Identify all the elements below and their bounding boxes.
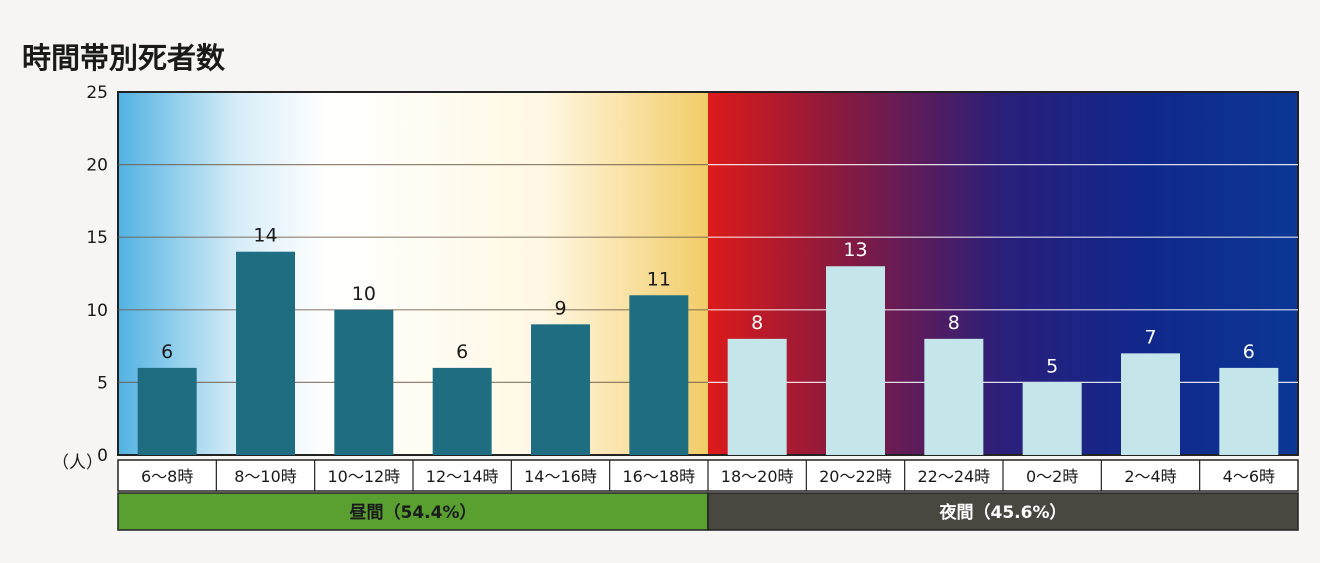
- data-label: 9: [554, 297, 566, 319]
- bar: [924, 338, 984, 455]
- y-tick-label: 20: [86, 156, 108, 176]
- x-tick-label: 10～12時: [327, 467, 400, 486]
- bar: [629, 295, 689, 455]
- bar: [137, 367, 197, 455]
- y-tick-label: 15: [86, 228, 108, 248]
- y-tick-label: 5: [97, 373, 108, 393]
- y-tick-label: 25: [86, 83, 108, 103]
- bar: [826, 266, 885, 455]
- data-label: 8: [751, 312, 763, 334]
- x-tick-label: 4～6時: [1223, 467, 1275, 486]
- data-label: 6: [1243, 341, 1255, 363]
- x-tick-label: 14～16時: [524, 467, 597, 486]
- x-tick-label: 20～22時: [819, 467, 892, 486]
- bar: [432, 367, 492, 455]
- data-label: 14: [253, 225, 277, 247]
- plot-background-night: [708, 92, 1298, 455]
- y-axis-unit: （人）: [52, 453, 103, 473]
- bar: [1219, 367, 1279, 455]
- bar: [727, 338, 787, 455]
- bar: [334, 309, 394, 455]
- data-label: 5: [1046, 355, 1058, 377]
- x-tick-label: 2～4時: [1124, 467, 1176, 486]
- group-label: 昼間（54.4%）: [350, 502, 477, 523]
- x-tick-label: 22～24時: [917, 467, 990, 486]
- x-tick-label: 0～2時: [1026, 467, 1078, 486]
- x-tick-label: 16～18時: [622, 467, 695, 486]
- group-label: 夜間（45.6%）: [939, 502, 1067, 523]
- bar: [236, 251, 295, 455]
- chart-title: 時間帯別死者数: [22, 41, 226, 75]
- plot-background-day: [118, 92, 708, 455]
- bar: [531, 324, 590, 455]
- bar: [1022, 382, 1082, 455]
- data-label: 8: [948, 312, 960, 334]
- x-tick-label: 8～10時: [234, 467, 297, 486]
- data-label: 11: [647, 268, 671, 290]
- y-tick-label: 0: [97, 446, 108, 466]
- group-band-night: [707, 492, 1299, 531]
- group-band-day: [117, 492, 709, 531]
- data-label: 7: [1144, 326, 1156, 348]
- x-tick-label: 12～14時: [426, 467, 499, 486]
- data-label: 6: [456, 341, 468, 363]
- bar: [1121, 353, 1180, 455]
- plot-frame: [117, 91, 1299, 456]
- x-tick-label: 18～20時: [721, 467, 794, 486]
- x-tick-label: 6～8時: [141, 467, 193, 486]
- data-label: 10: [352, 283, 376, 305]
- y-tick-label: 10: [86, 301, 108, 321]
- data-label: 13: [843, 239, 867, 261]
- data-label: 6: [161, 341, 173, 363]
